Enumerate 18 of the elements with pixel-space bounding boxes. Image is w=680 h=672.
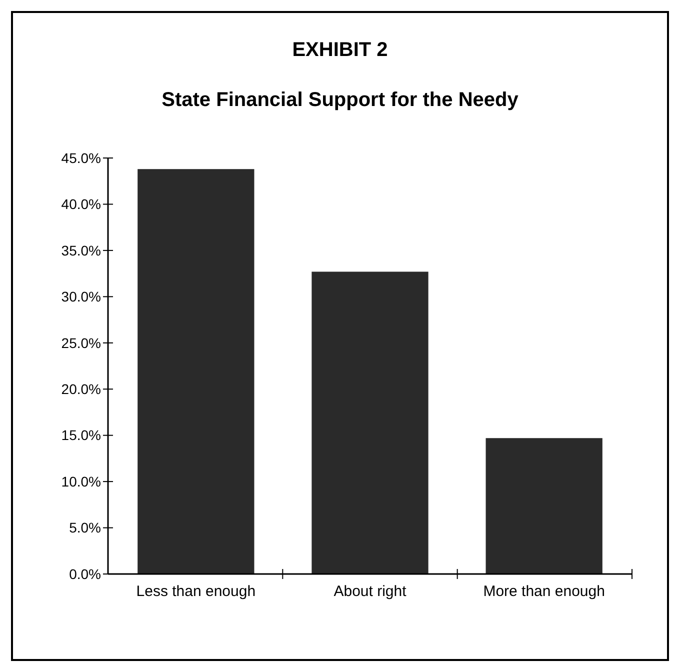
y-tick-label: 35.0% bbox=[61, 242, 101, 258]
y-tick-label: 5.0% bbox=[69, 520, 101, 536]
x-tick-label: About right bbox=[334, 583, 408, 600]
bar bbox=[312, 272, 428, 574]
chart-subtitle: State Financial Support for the Needy bbox=[162, 89, 520, 111]
x-tick-label: More than enough bbox=[483, 583, 605, 600]
y-tick-label: 15.0% bbox=[61, 427, 101, 444]
y-tick-label: 40.0% bbox=[61, 196, 101, 212]
y-tick-label: 30.0% bbox=[61, 288, 101, 305]
y-tick-label: 45.0% bbox=[61, 150, 101, 166]
bar bbox=[486, 438, 602, 574]
x-tick-label: Less than enough bbox=[136, 583, 256, 600]
bar bbox=[138, 169, 254, 574]
y-tick-label: 25.0% bbox=[61, 334, 101, 351]
y-tick-label: 10.0% bbox=[61, 473, 101, 490]
y-tick-label: 0.0% bbox=[69, 566, 101, 582]
chart-title: EXHIBIT 2 bbox=[292, 39, 388, 61]
y-tick-label: 20.0% bbox=[61, 381, 101, 398]
